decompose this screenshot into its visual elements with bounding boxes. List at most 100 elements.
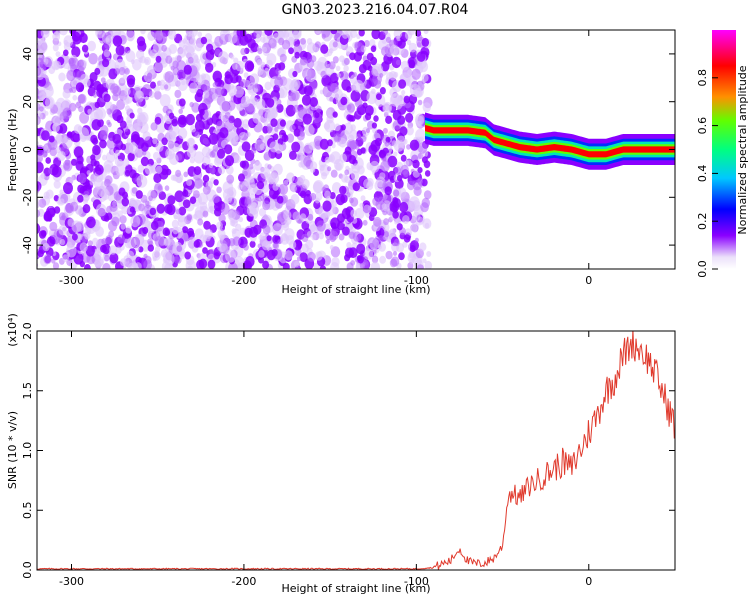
noise-speck [393, 30, 403, 39]
noise-speck [417, 167, 423, 174]
noise-speck [135, 99, 142, 107]
noise-speck [329, 245, 334, 250]
noise-speck [137, 107, 143, 115]
noise-speck [128, 142, 139, 154]
noise-speck [37, 141, 40, 147]
noise-speck [409, 139, 420, 151]
noise-speck [87, 108, 93, 115]
noise-speck [202, 185, 211, 195]
noise-speck [414, 237, 419, 243]
noise-speck [361, 135, 367, 143]
noise-speck [207, 259, 216, 269]
noise-speck [400, 60, 409, 71]
noise-speck [372, 63, 384, 77]
noise-speck [257, 48, 263, 55]
noise-speck [293, 44, 303, 56]
noise-speck [231, 219, 238, 228]
noise-speck [299, 213, 307, 222]
noise-speck [299, 174, 306, 183]
noise-speck [231, 228, 241, 240]
noise-speck [77, 194, 84, 203]
noise-speck [330, 222, 337, 229]
noise-speck [52, 262, 60, 269]
noise-speck [404, 31, 413, 40]
noise-speck [125, 105, 131, 112]
noise-speck [93, 177, 104, 189]
y-tick-label: 20 [21, 95, 34, 109]
noise-speck [341, 30, 349, 39]
noise-speck [264, 30, 273, 36]
noise-speck [164, 84, 169, 90]
noise-speck [279, 119, 286, 127]
noise-speck [218, 165, 226, 175]
noise-speck [342, 226, 350, 236]
noise-speck [136, 114, 147, 127]
noise-speck [271, 249, 278, 257]
noise-speck [193, 166, 202, 176]
noise-speck [393, 151, 398, 157]
x-tick-label: -300 [59, 575, 84, 588]
noise-speck [313, 46, 319, 53]
noise-speck [324, 156, 331, 164]
noise-speck [402, 215, 410, 224]
noise-speck [417, 99, 423, 106]
noise-speck [62, 254, 69, 262]
top-x-axis: -300 -200 -100 0 [59, 30, 592, 287]
noise-speck [416, 51, 426, 62]
noise-speck [159, 94, 171, 107]
noise-speck [289, 81, 299, 93]
bottom-plot-frame [36, 330, 676, 571]
noise-speck [389, 93, 401, 107]
x-tick-label: -200 [231, 274, 256, 287]
noise-speck [274, 126, 279, 132]
noise-speck [366, 91, 378, 105]
noise-speck [341, 174, 348, 183]
noise-speck [283, 210, 292, 221]
noise-speck [305, 69, 317, 82]
noise-speck [405, 112, 414, 123]
noise-speck [244, 60, 255, 72]
noise-speck [159, 79, 165, 86]
noise-speck [71, 31, 81, 42]
noise-speck [122, 96, 130, 105]
noise-speck [392, 210, 399, 219]
noise-speck [276, 195, 284, 204]
noise-speck [381, 46, 390, 57]
noise-speck [213, 179, 219, 186]
noise-speck [134, 245, 140, 252]
noise-speck [319, 164, 330, 177]
noise-speck [218, 213, 226, 223]
noise-speck [333, 88, 343, 101]
noise-speck [172, 226, 179, 235]
noise-speck [370, 139, 381, 152]
noise-speck [104, 101, 113, 111]
noise-speck [293, 260, 300, 268]
noise-speck [131, 131, 140, 142]
noise-speck [300, 37, 306, 45]
noise-speck [327, 139, 333, 147]
noise-speck [335, 65, 341, 72]
noise-speck [82, 204, 91, 214]
noise-speck [258, 250, 265, 258]
noise-speck [84, 264, 91, 269]
noise-speck [424, 222, 430, 229]
noise-speck [359, 202, 364, 208]
noise-speck [168, 44, 178, 54]
noise-speck [353, 51, 362, 62]
noise-speck [275, 68, 281, 75]
noise-speck [147, 244, 154, 252]
noise-speck [37, 249, 44, 258]
noise-speck [108, 220, 118, 232]
noise-speck [267, 164, 272, 170]
noise-speck [104, 215, 110, 222]
noise-speck [415, 113, 425, 125]
noise-speck [59, 198, 65, 205]
x-tick-label: 0 [585, 274, 592, 287]
noise-speck [339, 55, 345, 63]
noise-speck [284, 250, 293, 261]
noise-speck [53, 60, 62, 70]
noise-speck [63, 49, 69, 57]
noise-speck [178, 206, 187, 216]
bottom-y-scale-label: (x10⁴) [6, 313, 19, 347]
noise-speck [274, 76, 284, 88]
